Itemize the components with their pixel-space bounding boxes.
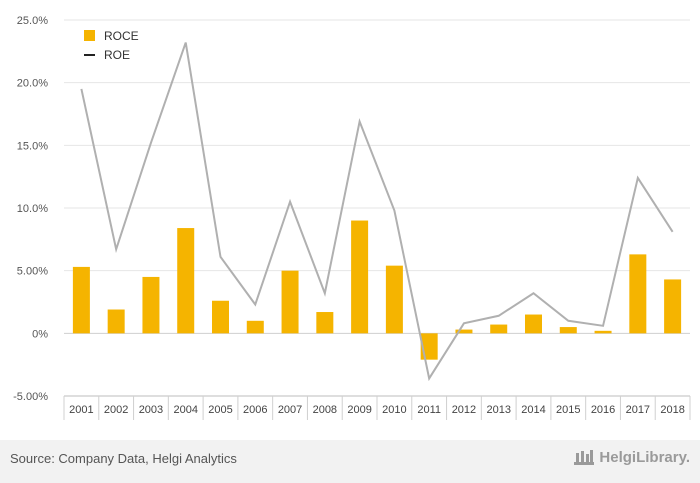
- roce-bar: [72, 266, 90, 334]
- x-tick-label: 2011: [417, 404, 441, 416]
- roce-roe-chart: 25.0% 20.0% 15.0% 10.0% 5.00% 0% -5.00% 2001 200…: [13, 15, 691, 420]
- brand-name: HelgiLibrary.: [599, 448, 690, 466]
- y-tick-label: -5.00%: [13, 391, 48, 403]
- y-tick-label: 10.0%: [17, 203, 48, 215]
- x-tick-label: 2005: [208, 404, 232, 416]
- y-tick-label: 25.0%: [17, 15, 48, 27]
- roce-bar: [525, 314, 542, 334]
- y-tick-label: 5.00%: [17, 266, 48, 278]
- x-tick-label: 2008: [313, 404, 337, 416]
- brand-logo[interactable]: HelgiLibrary.: [573, 448, 690, 466]
- roce-bar: [177, 228, 195, 334]
- y-tick-label: 15.0%: [17, 140, 48, 152]
- roce-bar: [559, 327, 577, 334]
- x-tick-label: 2017: [626, 404, 650, 416]
- x-tick-label: 2012: [452, 404, 476, 416]
- x-tick-label: 2003: [139, 404, 163, 416]
- x-tick-label: 2002: [104, 404, 128, 416]
- roce-bar: [212, 300, 229, 334]
- roce-bar: [246, 320, 264, 334]
- x-tick-label: 2018: [660, 404, 684, 416]
- x-tick-label: 2015: [556, 404, 580, 416]
- x-tick-label: 2014: [521, 404, 545, 416]
- x-tick-label: 2009: [347, 404, 371, 416]
- x-tick-label: 2004: [173, 404, 197, 416]
- x-tick-label: 2001: [69, 404, 93, 416]
- legend-label-roe: ROE: [104, 48, 130, 62]
- y-tick-label: 20.0%: [17, 78, 48, 90]
- library-icon: [574, 450, 595, 465]
- x-tick-label: 2010: [382, 404, 406, 416]
- roce-bar: [351, 220, 369, 334]
- roce-bar: [664, 279, 682, 334]
- roe-line: [80, 42, 674, 382]
- legend-label-roce: ROCE: [104, 29, 139, 43]
- source-note: Source: Company Data, Helgi Analytics: [10, 451, 237, 466]
- roce-bar: [455, 329, 473, 334]
- y-tick-label: 0%: [32, 328, 48, 340]
- roce-bar: [594, 330, 612, 334]
- roce-bar: [107, 309, 125, 334]
- roce-bar: [629, 254, 647, 334]
- roce-bar: [385, 265, 403, 334]
- x-tick-label: 2006: [243, 404, 267, 416]
- roce-bar: [281, 270, 299, 334]
- x-tick-label: 2013: [486, 404, 510, 416]
- roce-bar: [316, 312, 334, 334]
- legend-swatch-roce: [84, 30, 95, 41]
- roce-bar: [490, 324, 508, 334]
- roce-bar: [142, 276, 160, 334]
- x-tick-label: 2007: [278, 404, 302, 416]
- x-tick-label: 2016: [591, 404, 615, 416]
